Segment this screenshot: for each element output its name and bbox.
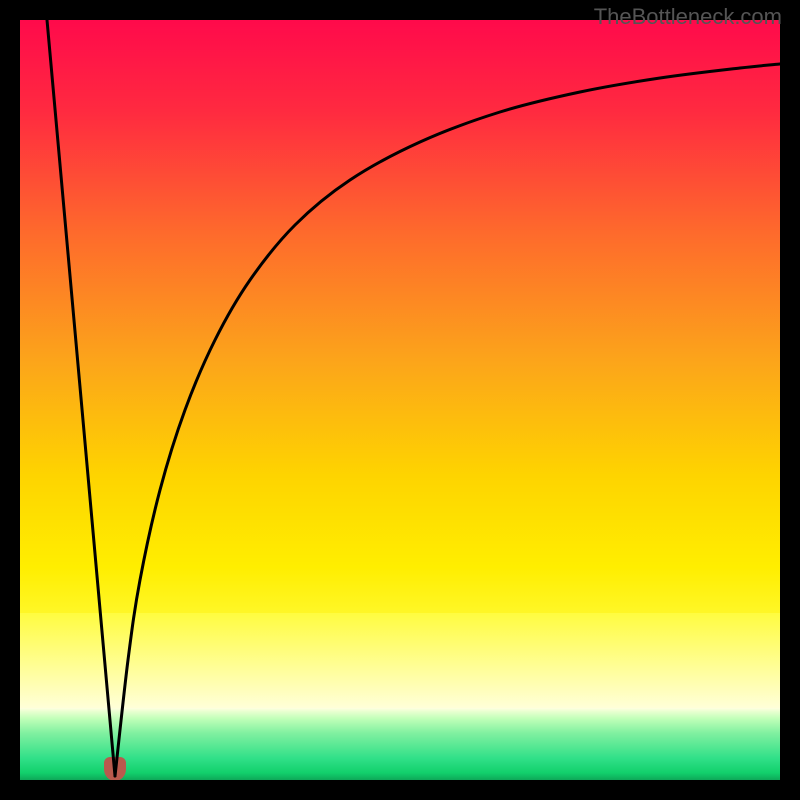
plot-area xyxy=(20,20,780,780)
bottleneck-curve xyxy=(20,20,780,780)
watermark-text: TheBottleneck.com xyxy=(594,4,782,30)
chart-container: TheBottleneck.com xyxy=(0,0,800,800)
